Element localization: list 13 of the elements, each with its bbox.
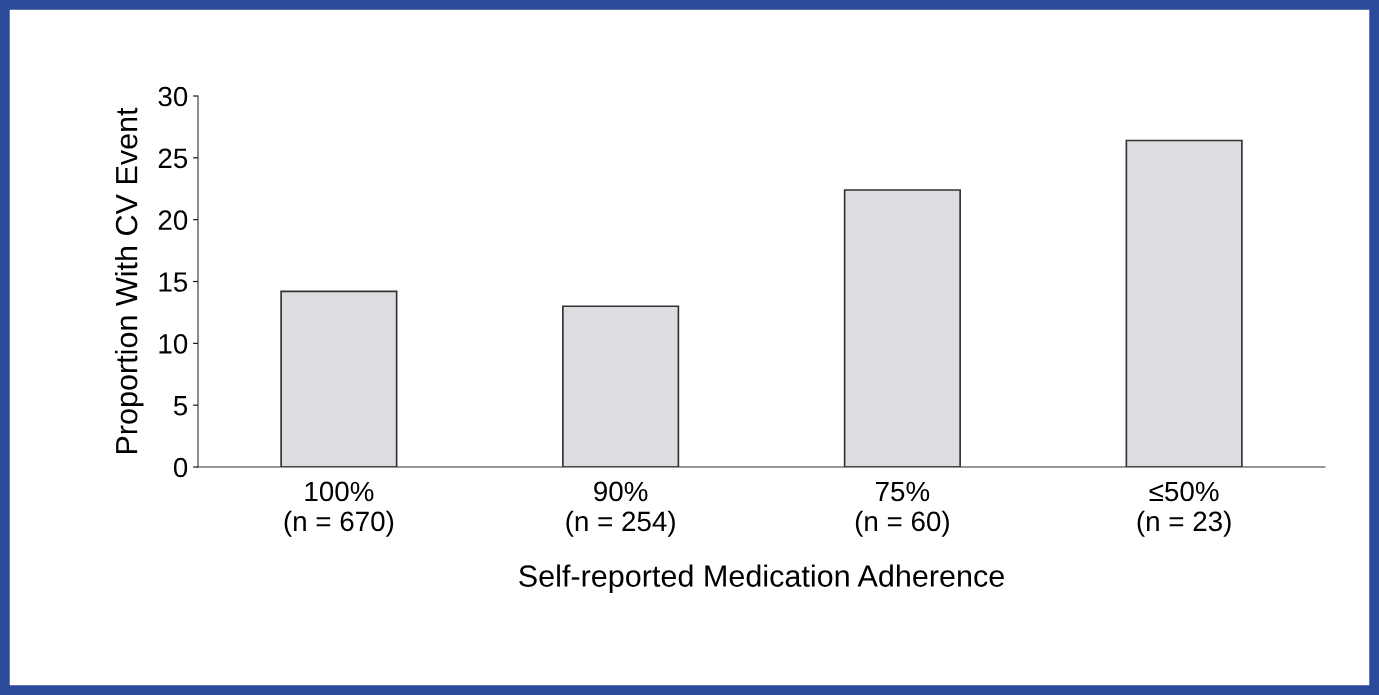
y-tick-label: 30	[158, 86, 188, 107]
y-tick-label: 15	[159, 272, 188, 292]
x-axis-title: Self-reported Medication Adherence	[519, 564, 1004, 593]
y-tick-label: 10	[159, 334, 188, 354]
y-tick-label: 25	[158, 148, 188, 169]
y-tick-label: 0	[173, 457, 188, 478]
y-tick-label: 5	[173, 396, 188, 416]
x-tick-label: 100% (n = 670)	[284, 481, 394, 537]
x-tick-label: 75% (n = 60)	[855, 481, 949, 537]
y-axis-title: Proportion With CV Event	[115, 107, 144, 454]
x-tick-label: 90% (n = 254)	[566, 481, 675, 537]
x-tick-label: ≤50% (n = 23)	[1137, 481, 1231, 537]
y-tick-label: 20	[158, 210, 188, 231]
